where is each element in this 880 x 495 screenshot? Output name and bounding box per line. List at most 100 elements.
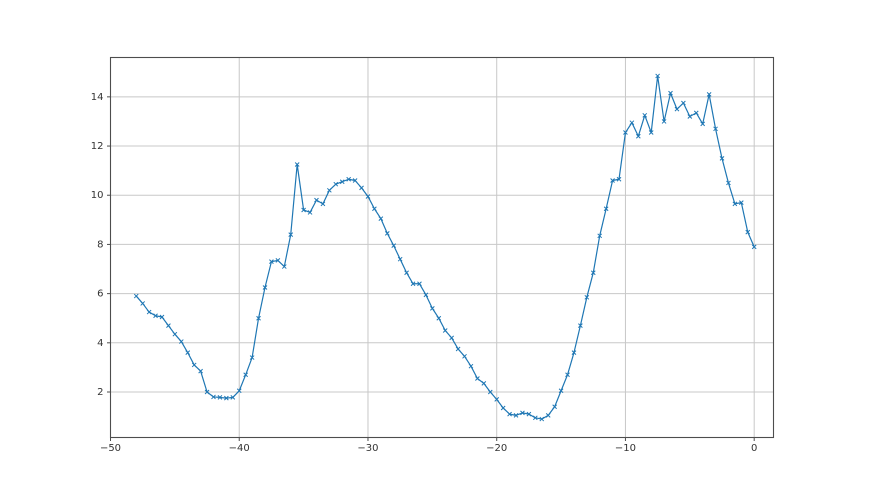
data-point-marker — [204, 389, 210, 395]
x-axis-tick-labels: −50 −40 −30 −20 −10 0 — [100, 443, 757, 454]
data-point-marker — [281, 264, 287, 269]
data-point-marker — [243, 372, 249, 378]
axes-spines — [109, 56, 775, 439]
data-point-marker — [738, 200, 744, 205]
y-tick-label: 2 — [97, 387, 103, 398]
x-tick-label: −30 — [357, 443, 378, 454]
data-point-marker — [545, 413, 551, 418]
y-tick-label: 12 — [91, 141, 104, 152]
data-point-marker — [294, 162, 300, 167]
data-point-marker — [616, 176, 622, 182]
data-point-marker — [249, 355, 255, 360]
data-point-marker — [236, 388, 242, 394]
y-tick-label: 10 — [91, 190, 104, 201]
data-point-marker — [436, 315, 442, 321]
data-point-marker — [449, 335, 455, 341]
data-point-marker — [442, 328, 448, 333]
data-point-marker — [584, 294, 590, 300]
data-point-marker — [681, 100, 686, 106]
data-point-marker — [397, 256, 403, 262]
data-point-marker — [635, 133, 641, 139]
data-point-marker — [146, 309, 152, 315]
data-point-marker — [333, 181, 339, 187]
data-point-marker — [133, 293, 139, 299]
data-point-marker — [597, 233, 603, 239]
data-point-marker — [275, 258, 281, 263]
data-point-marker — [339, 179, 345, 185]
data-point-marker — [256, 315, 261, 321]
data-point-marker — [372, 206, 377, 212]
data-point-marker — [648, 130, 654, 135]
data-point-marker — [314, 197, 319, 203]
data-point-marker — [262, 285, 268, 290]
data-point-marker — [713, 126, 718, 132]
data-point-marker — [565, 372, 570, 378]
x-tick-label: 0 — [751, 443, 757, 454]
y-axis-tick-labels: 2 4 6 8 10 12 14 — [91, 92, 104, 398]
data-point-marker — [185, 350, 191, 356]
series-markers — [133, 73, 757, 422]
data-point-marker — [455, 346, 461, 352]
data-point-marker — [520, 410, 525, 416]
data-point-marker — [706, 92, 712, 97]
data-point-marker — [153, 313, 158, 319]
x-tick-label: −40 — [229, 443, 250, 454]
data-point-marker — [674, 106, 680, 112]
data-series-group — [133, 73, 757, 422]
data-point-marker — [578, 323, 583, 328]
data-point-marker — [751, 244, 757, 250]
data-point-marker — [224, 395, 229, 401]
data-point-marker — [140, 301, 146, 306]
data-point-marker — [732, 201, 738, 207]
data-point-marker — [532, 415, 538, 421]
data-point-marker — [166, 323, 171, 328]
data-point-marker — [191, 362, 197, 368]
data-point-marker — [404, 270, 409, 276]
data-point-marker — [687, 114, 693, 119]
data-point-marker — [429, 306, 435, 311]
data-point-marker — [230, 395, 236, 400]
data-point-marker — [178, 339, 184, 344]
data-point-marker — [513, 413, 519, 418]
data-point-marker — [475, 376, 480, 381]
data-point-marker — [384, 231, 390, 236]
data-point-marker — [552, 404, 558, 410]
data-point-marker — [172, 331, 178, 337]
data-point-marker — [661, 119, 667, 124]
data-point-marker — [326, 187, 332, 193]
data-point-marker — [745, 229, 751, 235]
data-point-marker — [288, 232, 294, 237]
data-point-marker — [269, 259, 274, 264]
data-point-marker — [462, 353, 467, 359]
axis-ticks — [107, 96, 755, 441]
data-point-marker — [417, 281, 422, 287]
data-point-marker — [301, 207, 306, 213]
data-point-marker — [539, 416, 545, 422]
axes-border — [109, 56, 775, 439]
data-point-marker — [507, 411, 512, 417]
y-tick-label: 8 — [97, 239, 103, 250]
data-point-marker — [468, 363, 474, 369]
data-point-marker — [726, 180, 731, 186]
data-point-marker — [217, 395, 223, 400]
data-point-marker — [198, 368, 203, 374]
data-point-marker — [159, 314, 165, 320]
data-point-marker — [700, 121, 706, 127]
x-tick-label: −50 — [100, 443, 121, 454]
data-point-marker — [365, 194, 371, 199]
data-point-marker — [668, 90, 673, 96]
data-point-marker — [352, 178, 358, 183]
data-point-marker — [423, 292, 429, 298]
y-tick-label: 4 — [97, 338, 103, 349]
data-point-marker — [629, 120, 635, 126]
data-point-marker — [211, 394, 216, 400]
data-point-marker — [307, 210, 313, 215]
data-point-marker — [642, 112, 648, 118]
grid-lines — [110, 57, 774, 438]
data-point-marker — [603, 206, 609, 212]
x-tick-label: −20 — [486, 443, 507, 454]
data-point-marker — [391, 243, 397, 249]
data-point-marker — [610, 178, 615, 183]
data-series — [133, 73, 757, 422]
